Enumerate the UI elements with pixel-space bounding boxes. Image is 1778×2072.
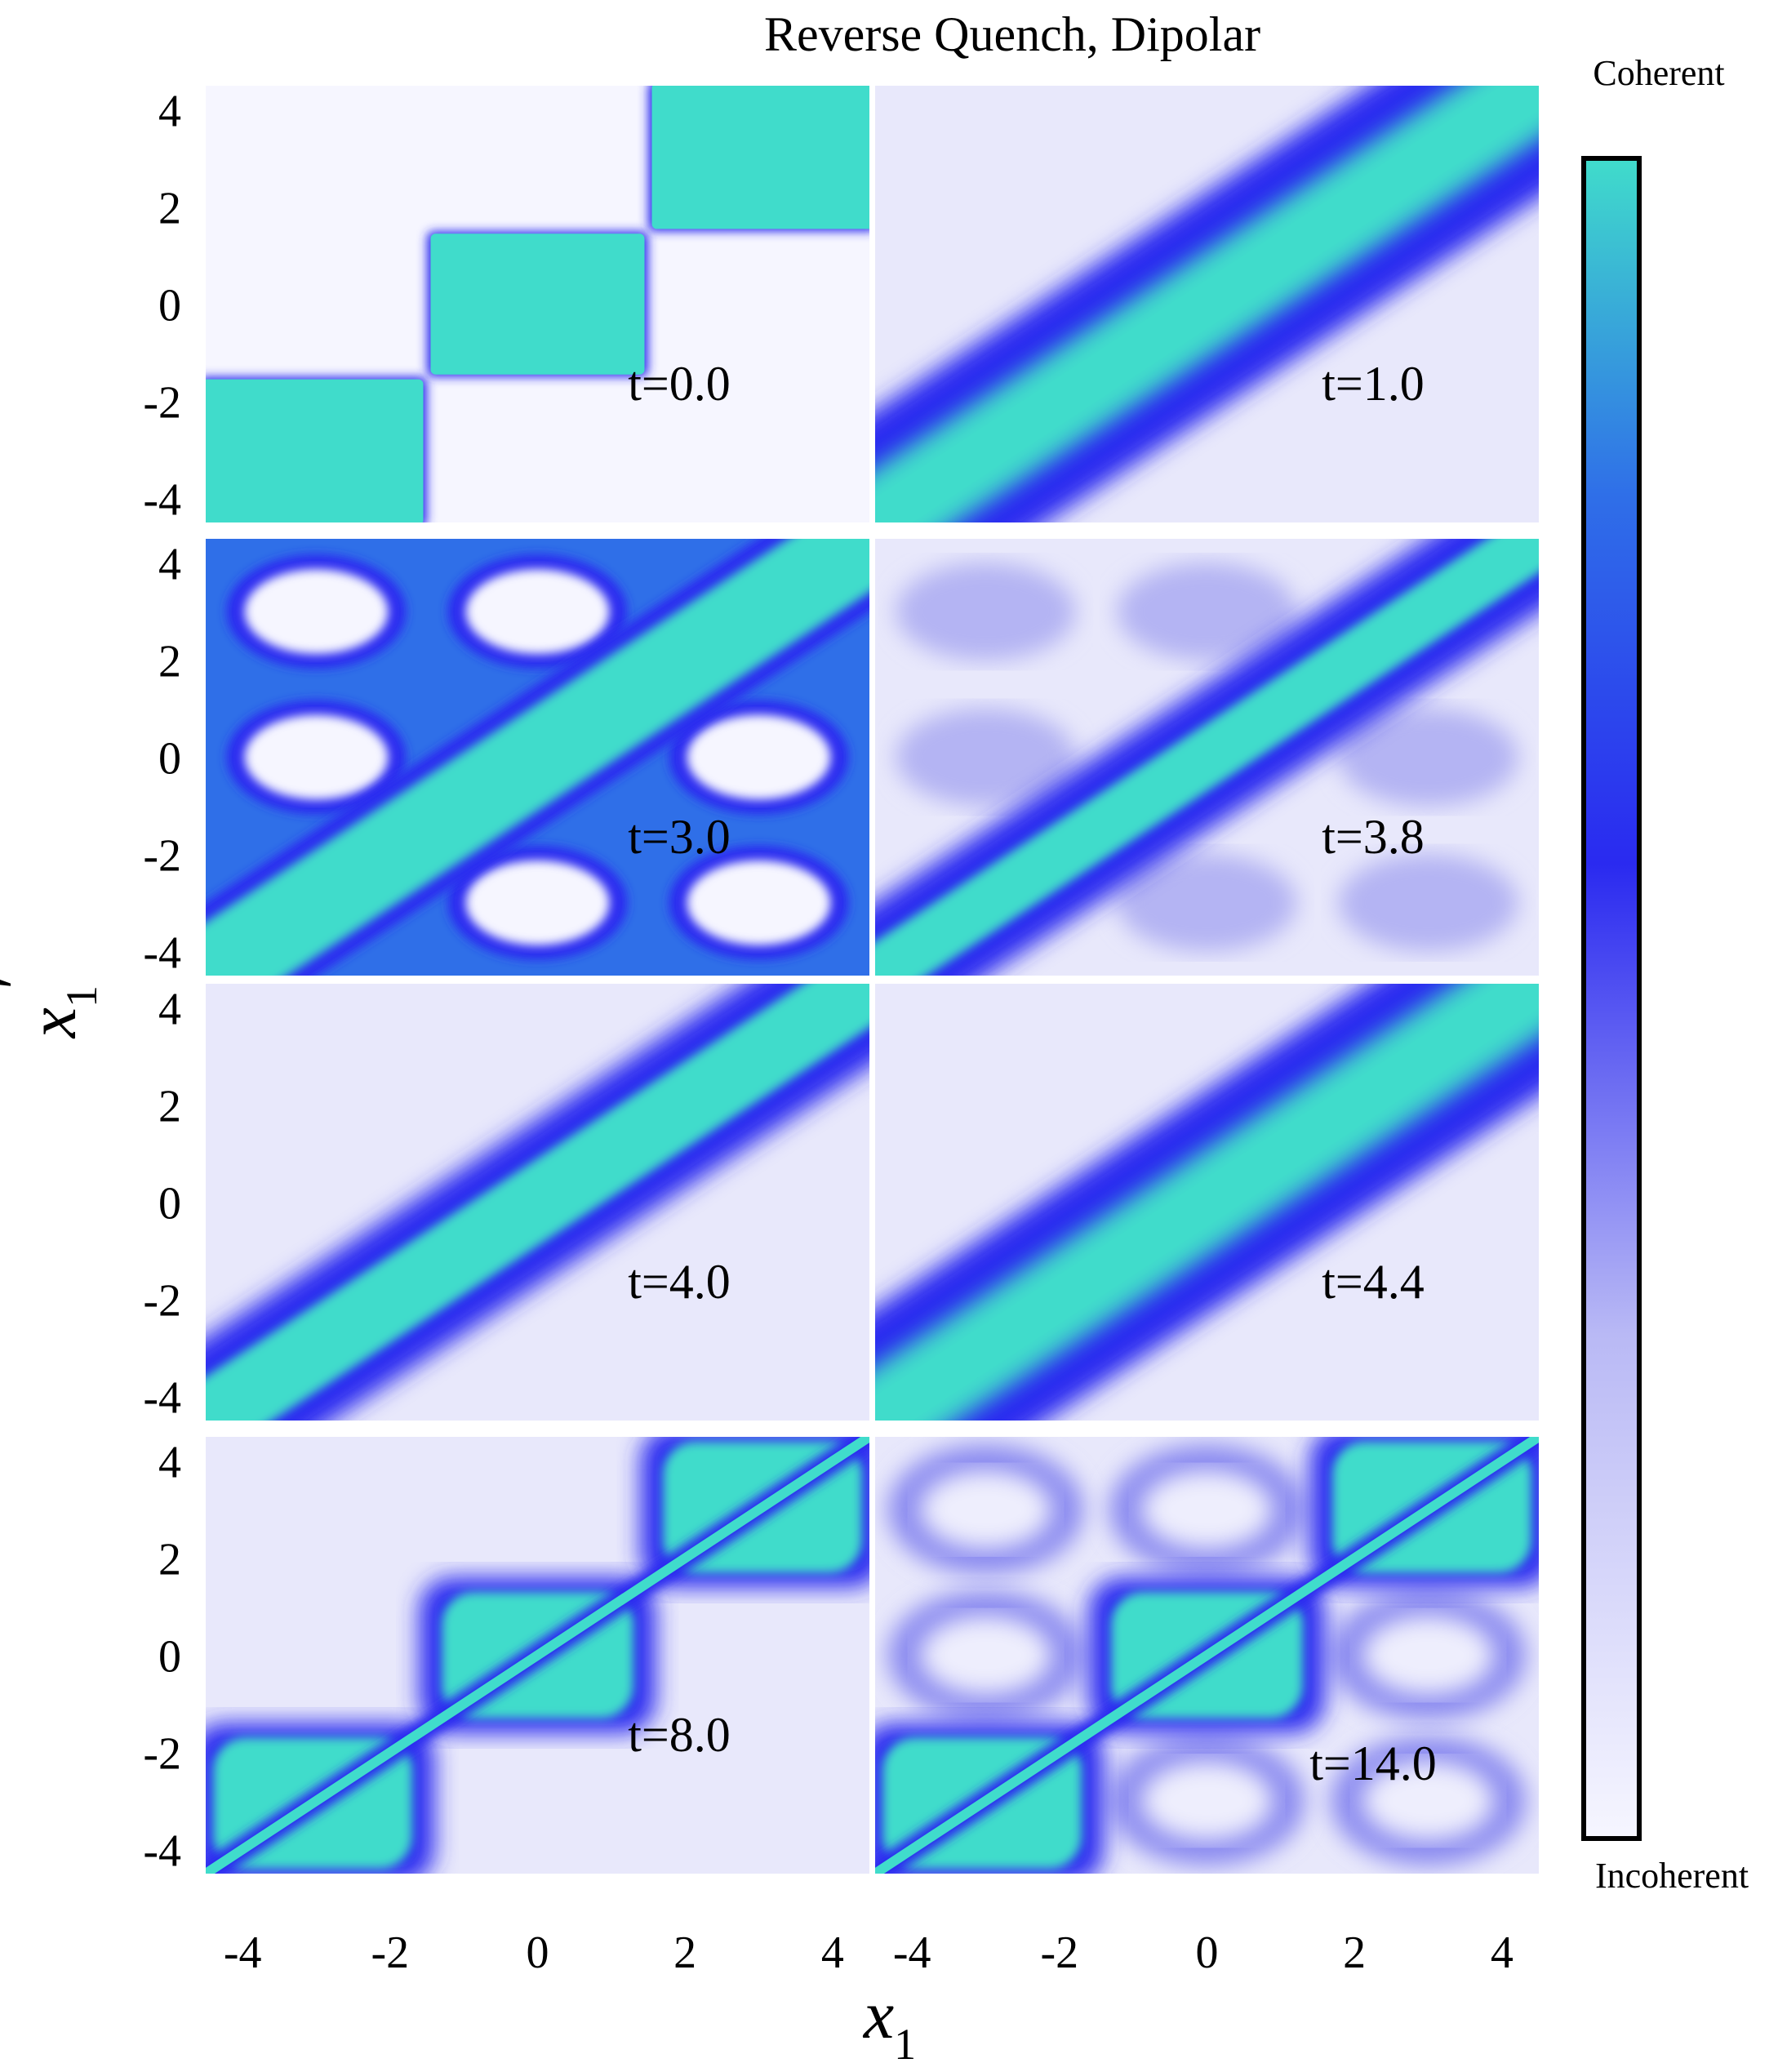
partial-region bbox=[1338, 708, 1518, 807]
y-tick-label: -4 bbox=[143, 1372, 181, 1423]
incoherent-region bbox=[1141, 1470, 1273, 1550]
y-axis-label-main: x bbox=[15, 1007, 91, 1039]
coherent-block bbox=[206, 379, 424, 522]
panel-gap bbox=[869, 86, 875, 1874]
colorbar-gradient bbox=[1581, 156, 1642, 1841]
y-tick-label: 0 bbox=[158, 734, 181, 785]
partial-region bbox=[1117, 853, 1297, 952]
x-tick-label: 0 bbox=[1196, 1927, 1219, 1978]
x-tick-label: 2 bbox=[1343, 1927, 1366, 1978]
incoherent-region bbox=[244, 714, 389, 800]
y-tick-label: 2 bbox=[158, 1082, 181, 1132]
panel-label: t=3.8 bbox=[1322, 810, 1425, 864]
y-tick-label: -4 bbox=[143, 927, 181, 978]
y-tick-label: 4 bbox=[158, 540, 181, 590]
y-axis-label: x1′ bbox=[0, 977, 106, 1039]
panel-label: t=0.0 bbox=[628, 357, 731, 411]
diagonal-band bbox=[206, 1437, 869, 1874]
diagonal-band bbox=[875, 539, 1539, 976]
y-axis-label-sub: 1 bbox=[57, 985, 106, 1007]
y-tick-label: -2 bbox=[143, 1728, 181, 1779]
x-axis-label-sub: 1 bbox=[894, 2020, 916, 2069]
x-tick-label: 0 bbox=[527, 1927, 549, 1978]
svg-text:x1′: x1′ bbox=[0, 977, 106, 1039]
incoherent-region bbox=[1362, 1616, 1494, 1695]
panel-3 bbox=[206, 539, 869, 976]
incoherent-region bbox=[920, 1616, 1051, 1695]
panel-label: t=4.4 bbox=[1322, 1255, 1425, 1309]
panel-7 bbox=[206, 1437, 869, 1874]
y-tick-label: 4 bbox=[158, 1438, 181, 1488]
chart-title: Reverse Quench, Dipolar bbox=[764, 7, 1260, 61]
x-axis-ticks: -4 -2 0 2 4 -4 -2 0 2 4 bbox=[224, 1927, 1514, 1978]
x-axis-label-main: x bbox=[862, 1977, 894, 2053]
y-axis-ticks: -4 -2 0 2 4 -4 -2 0 2 4 -4 -2 0 2 4 -4 -2 0 2 4 bbox=[143, 87, 181, 1877]
y-tick-label: -4 bbox=[143, 474, 181, 525]
y-tick-label: 4 bbox=[158, 985, 181, 1035]
coherent-block bbox=[651, 86, 869, 229]
y-tick-label: 2 bbox=[158, 637, 181, 687]
incoherent-region bbox=[920, 1470, 1051, 1550]
y-tick-label: 4 bbox=[158, 87, 181, 137]
panel-grid bbox=[206, 86, 1539, 1874]
y-tick-label: -2 bbox=[143, 377, 181, 428]
y-tick-label: 2 bbox=[158, 1535, 181, 1585]
panel-label: t=8.0 bbox=[628, 1708, 731, 1762]
panel-label: t=4.0 bbox=[628, 1255, 731, 1309]
panel-4 bbox=[875, 539, 1539, 976]
incoherent-region bbox=[1141, 1761, 1273, 1840]
incoherent-region bbox=[465, 569, 610, 655]
diagonal-band bbox=[206, 984, 869, 1421]
y-tick-label: 0 bbox=[158, 1632, 181, 1683]
incoherent-region bbox=[1362, 1761, 1494, 1840]
panel-2 bbox=[875, 86, 1539, 522]
colorbar-bottom-label: Incoherent bbox=[1595, 1856, 1749, 1896]
y-tick-label: 0 bbox=[158, 1179, 181, 1229]
colorbar-top-label: Coherent bbox=[1593, 53, 1724, 93]
x-tick-label: -4 bbox=[224, 1927, 262, 1978]
y-tick-label: -4 bbox=[143, 1825, 181, 1876]
y-tick-label: -2 bbox=[143, 830, 181, 881]
panel-label: t=1.0 bbox=[1322, 357, 1425, 411]
diagonal-band bbox=[875, 984, 1539, 1421]
partial-region bbox=[896, 708, 1076, 807]
x-axis-label: x1 bbox=[862, 1977, 916, 2069]
x-tick-label: -2 bbox=[371, 1927, 410, 1978]
panel-5 bbox=[206, 984, 869, 1421]
x-tick-label: 4 bbox=[821, 1927, 844, 1978]
y-tick-label: 2 bbox=[158, 184, 181, 234]
partial-region bbox=[1338, 853, 1518, 952]
x-tick-label: -2 bbox=[1041, 1927, 1079, 1978]
x-tick-label: 2 bbox=[673, 1927, 696, 1978]
incoherent-region bbox=[687, 860, 831, 945]
panel-6 bbox=[875, 984, 1539, 1421]
y-tick-label: -2 bbox=[143, 1275, 181, 1326]
panel-label: t=14.0 bbox=[1309, 1736, 1437, 1790]
partial-region bbox=[1117, 562, 1297, 661]
panel-label: t=3.0 bbox=[628, 810, 731, 864]
y-tick-label: 0 bbox=[158, 281, 181, 331]
y-axis-label-prime: ′ bbox=[0, 977, 55, 994]
incoherent-region bbox=[465, 860, 610, 945]
incoherent-region bbox=[687, 714, 831, 800]
colorbar: Coherent Incoherent bbox=[1581, 53, 1749, 1896]
partial-region bbox=[896, 562, 1076, 661]
coherent-block bbox=[430, 233, 645, 375]
panel-8 bbox=[875, 1437, 1539, 1874]
x-tick-label: 4 bbox=[1491, 1927, 1514, 1978]
incoherent-region bbox=[244, 569, 389, 655]
x-tick-label: -4 bbox=[893, 1927, 931, 1978]
panel-1 bbox=[206, 86, 869, 522]
diagonal-band bbox=[875, 1437, 1539, 1874]
diagonal-band bbox=[875, 86, 1539, 522]
diagonal-band bbox=[206, 539, 869, 976]
